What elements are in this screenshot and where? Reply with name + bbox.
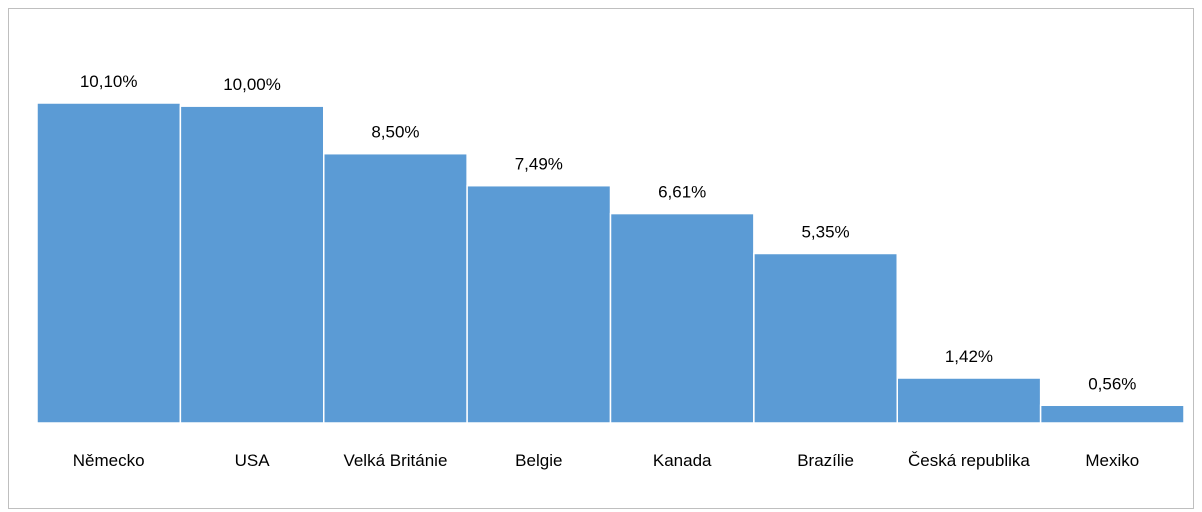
bar [466, 184, 612, 424]
x-tick-label: Kanada [652, 451, 712, 470]
value-label: 10,10% [80, 72, 138, 91]
x-tick-label: Brazílie [797, 451, 854, 470]
bar [179, 105, 325, 424]
bar [1039, 404, 1185, 424]
value-label: 5,35% [801, 222, 849, 241]
value-label: 8,50% [371, 123, 419, 142]
bar [896, 377, 1042, 424]
x-tick-label: USA [234, 451, 270, 470]
value-label: 10,00% [223, 75, 281, 94]
bar [323, 152, 468, 424]
chart-border [8, 8, 1194, 509]
value-label: 7,49% [515, 155, 563, 174]
bar [36, 102, 182, 424]
x-tick-label: Německo [72, 451, 145, 470]
x-tick-label: Mexiko [1085, 451, 1140, 470]
x-tick-label: Velká Británie [343, 451, 448, 470]
value-label: 6,61% [658, 183, 706, 202]
value-label: 1,42% [945, 347, 993, 366]
bar [609, 212, 755, 424]
value-label: 0,56% [1088, 374, 1136, 393]
x-tick-label: Česká republika [907, 451, 1030, 470]
x-tick-label: Belgie [515, 451, 563, 470]
bar [753, 252, 898, 424]
